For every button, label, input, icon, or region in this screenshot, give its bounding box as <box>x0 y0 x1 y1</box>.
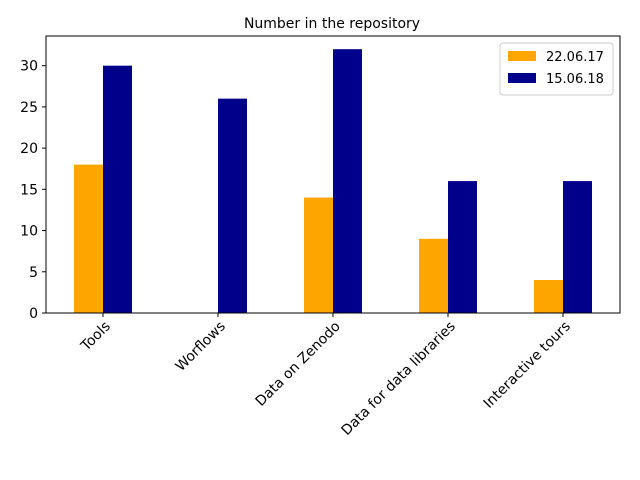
bar-series2-0 <box>103 65 132 313</box>
legend-label: 22.06.17 <box>546 50 604 65</box>
legend-swatch <box>508 73 536 83</box>
y-axis-ticks: 0 5 10 15 20 25 30 <box>20 59 46 322</box>
y-tick-label: 20 <box>20 141 38 157</box>
y-tick-label: 25 <box>20 100 38 116</box>
bar-series2-4 <box>563 181 592 313</box>
bar-series2-1 <box>218 98 247 314</box>
y-tick-label: 10 <box>20 224 38 240</box>
legend-swatch <box>508 51 536 61</box>
x-tick-label: Interactive tours <box>481 319 574 412</box>
y-tick-label: 0 <box>29 306 38 322</box>
bars-group <box>74 49 592 314</box>
chart-title: Number in the repository <box>244 16 420 32</box>
bar-series2-2 <box>333 49 362 313</box>
bar-series1-4 <box>534 280 563 313</box>
x-tick-label: Data on Zenodo <box>253 319 344 410</box>
x-tick-label: Data for data libraries <box>339 319 459 439</box>
x-tick-label: Tools <box>77 319 113 355</box>
legend-label: 15.06.18 <box>546 72 604 87</box>
bar-series2-3 <box>448 181 477 313</box>
bar-series1-2 <box>304 197 333 313</box>
x-tick-label: Worflows <box>173 319 229 375</box>
bar-series1-3 <box>419 238 448 313</box>
y-tick-label: 15 <box>20 182 38 198</box>
legend: 22.06.17 15.06.18 <box>499 42 614 96</box>
bar-series1-0 <box>74 164 103 313</box>
y-tick-label: 5 <box>29 265 38 281</box>
y-tick-label: 30 <box>20 59 38 75</box>
